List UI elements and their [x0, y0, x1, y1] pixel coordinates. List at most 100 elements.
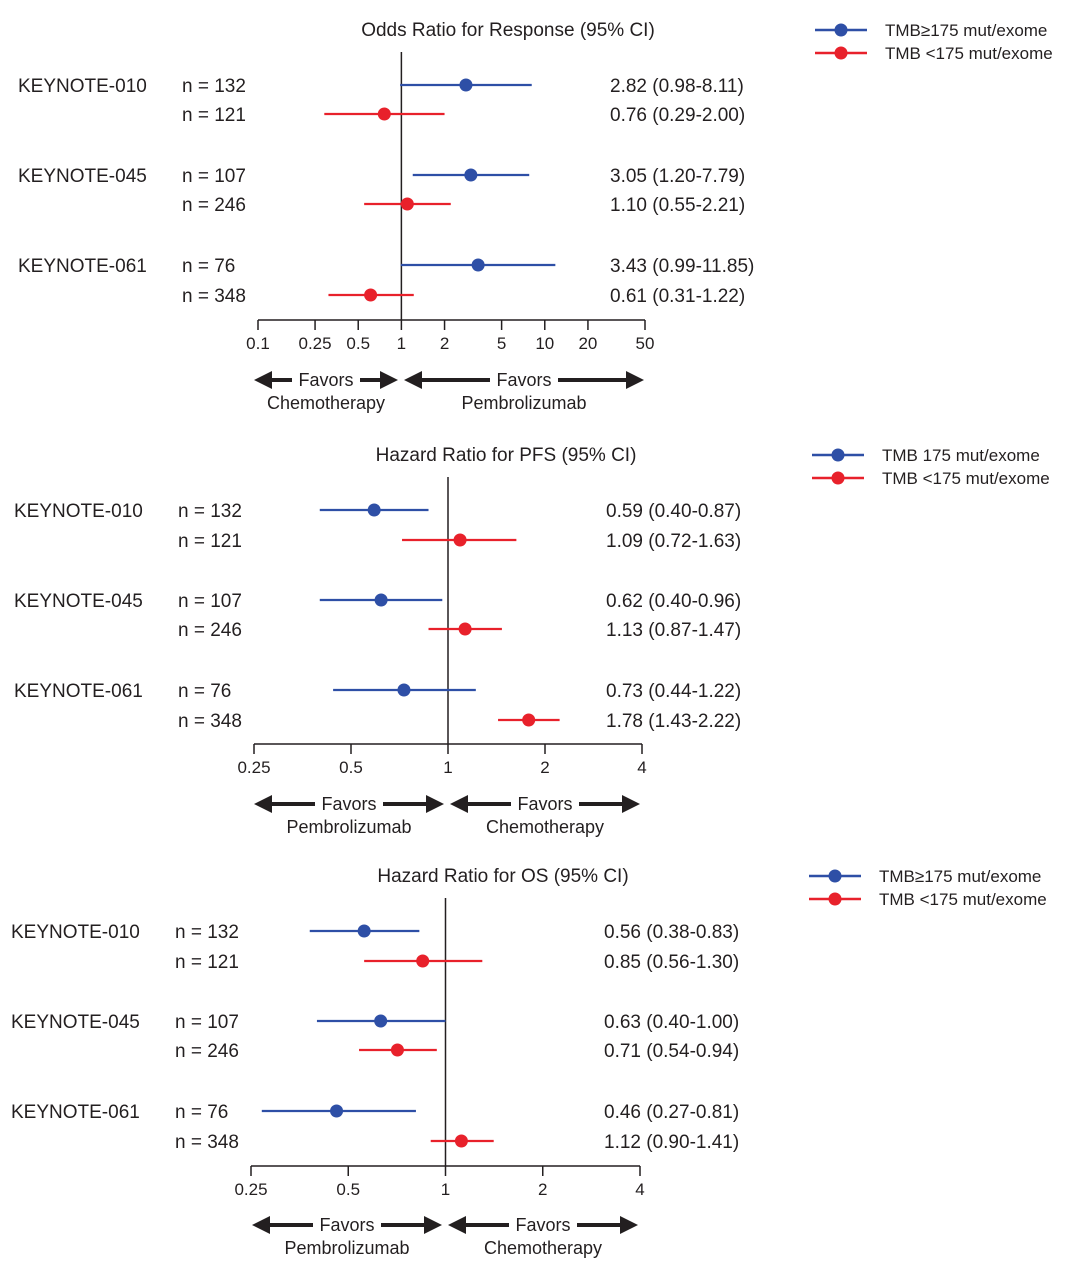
- point-estimate-high: [471, 258, 485, 272]
- legend-marker-high: [831, 448, 845, 462]
- estimate-ci-text: 3.05 (1.20-7.79): [610, 166, 745, 187]
- legend-marker-low: [828, 892, 842, 906]
- favors-left-arrow-right-head: [380, 371, 398, 389]
- estimate-ci-text: 0.62 (0.40-0.96): [606, 591, 741, 612]
- forest-panel-2: Hazard Ratio for PFS (95% CI) TMB 175 mut…: [14, 445, 1050, 837]
- estimate-ci-text: 1.78 (1.43-2.22): [606, 711, 741, 732]
- legend-label-low: TMB <175 mut/exome: [882, 469, 1050, 488]
- favors-right-group: Pembrolizumab: [461, 393, 586, 413]
- sample-size-label: n = 107: [178, 591, 242, 612]
- point-estimate-high: [367, 503, 381, 517]
- panel-title: Hazard Ratio for PFS (95% CI): [376, 445, 637, 466]
- study-label: KEYNOTE-045: [14, 591, 143, 612]
- x-tick-label: 0.25: [237, 758, 270, 777]
- point-estimate-high: [459, 78, 473, 92]
- x-tick-label: 0.1: [246, 334, 270, 353]
- study-label: KEYNOTE-061: [14, 681, 143, 702]
- x-tick-label: 20: [578, 334, 597, 353]
- sample-size-label: n = 76: [178, 681, 231, 702]
- legend-marker-low: [831, 471, 845, 485]
- point-estimate-low: [453, 533, 467, 547]
- favors-left-arrow-left-head: [252, 1216, 270, 1234]
- study-label: KEYNOTE-010: [11, 922, 140, 943]
- forest-panel-1: Odds Ratio for Response (95% CI) TMB≥175 …: [18, 20, 1053, 413]
- favors-left-arrow-right-head: [426, 795, 444, 813]
- point-estimate-low: [400, 197, 414, 211]
- estimate-ci-text: 3.43 (0.99-11.85): [610, 256, 754, 277]
- x-tick-label: 0.5: [339, 758, 363, 777]
- point-estimate-high: [374, 593, 388, 607]
- favors-left-word: Favors: [319, 1215, 374, 1235]
- point-estimate-low: [458, 622, 472, 636]
- favors-right-group: Chemotherapy: [486, 817, 604, 837]
- estimate-ci-text: 0.56 (0.38-0.83): [604, 922, 739, 943]
- legend-marker-high: [834, 23, 848, 37]
- point-estimate-low: [416, 954, 430, 968]
- sample-size-label: n = 348: [175, 1132, 239, 1153]
- point-estimate-low: [390, 1043, 404, 1057]
- x-tick-label: 1: [443, 758, 452, 777]
- estimate-ci-text: 1.10 (0.55-2.21): [610, 195, 745, 216]
- estimate-ci-text: 1.09 (0.72-1.63): [606, 531, 741, 552]
- estimate-ci-text: 1.13 (0.87-1.47): [606, 620, 741, 641]
- estimate-ci-text: 0.73 (0.44-1.22): [606, 681, 741, 702]
- legend-label-high: TMB≥175 mut/exome: [885, 21, 1047, 40]
- point-estimate-low: [364, 288, 378, 302]
- point-estimate-low: [454, 1134, 468, 1148]
- favors-right-word: Favors: [496, 370, 551, 390]
- estimate-ci-text: 0.63 (0.40-1.00): [604, 1012, 739, 1033]
- forest-panel-3: Hazard Ratio for OS (95% CI) TMB≥175 mut/…: [11, 866, 1047, 1258]
- point-estimate-high: [357, 924, 371, 938]
- favors-left-word: Favors: [298, 370, 353, 390]
- x-tick-label: 1: [397, 334, 406, 353]
- x-tick-label: 50: [636, 334, 655, 353]
- legend-label-high: TMB 175 mut/exome: [882, 446, 1040, 465]
- legend-label-low: TMB <175 mut/exome: [879, 890, 1047, 909]
- point-estimate-low: [522, 713, 536, 727]
- favors-right-arrow-left-head: [448, 1216, 466, 1234]
- study-label: KEYNOTE-045: [18, 166, 147, 187]
- sample-size-label: n = 246: [182, 195, 246, 216]
- sample-size-label: n = 246: [175, 1041, 239, 1062]
- favors-left-arrow-right-head: [424, 1216, 442, 1234]
- study-label: KEYNOTE-061: [11, 1102, 140, 1123]
- sample-size-label: n = 132: [175, 922, 239, 943]
- estimate-ci-text: 0.46 (0.27-0.81): [604, 1102, 739, 1123]
- sample-size-label: n = 132: [182, 76, 246, 97]
- x-tick-label: 2: [538, 1180, 547, 1199]
- study-label: KEYNOTE-010: [18, 76, 147, 97]
- sample-size-label: n = 246: [178, 620, 242, 641]
- sample-size-label: n = 121: [175, 952, 239, 973]
- estimate-ci-text: 1.12 (0.90-1.41): [604, 1132, 739, 1153]
- legend-label-low: TMB <175 mut/exome: [885, 44, 1053, 63]
- sample-size-label: n = 348: [178, 711, 242, 732]
- sample-size-label: n = 76: [182, 256, 235, 277]
- panel-title: Hazard Ratio for OS (95% CI): [377, 866, 628, 887]
- sample-size-label: n = 76: [175, 1102, 228, 1123]
- point-estimate-high: [330, 1104, 344, 1118]
- favors-left-group: Pembrolizumab: [284, 1238, 409, 1258]
- estimate-ci-text: 0.71 (0.54-0.94): [604, 1041, 739, 1062]
- favors-left-arrow-left-head: [254, 795, 272, 813]
- panel-title: Odds Ratio for Response (95% CI): [361, 20, 655, 41]
- sample-size-label: n = 107: [182, 166, 246, 187]
- x-tick-label: 10: [535, 334, 554, 353]
- x-tick-label: 0.5: [336, 1180, 360, 1199]
- x-tick-label: 1: [441, 1180, 450, 1199]
- study-label: KEYNOTE-010: [14, 501, 143, 522]
- favors-right-arrow-right-head: [622, 795, 640, 813]
- x-tick-label: 4: [637, 758, 646, 777]
- sample-size-label: n = 348: [182, 286, 246, 307]
- favors-right-arrow-left-head: [404, 371, 422, 389]
- favors-right-word: Favors: [515, 1215, 570, 1235]
- sample-size-label: n = 121: [182, 105, 246, 126]
- x-tick-label: 5: [497, 334, 506, 353]
- estimate-ci-text: 0.76 (0.29-2.00): [610, 105, 745, 126]
- favors-left-word: Favors: [321, 794, 376, 814]
- x-tick-label: 2: [440, 334, 449, 353]
- sample-size-label: n = 132: [178, 501, 242, 522]
- x-tick-label: 0.25: [299, 334, 332, 353]
- point-estimate-high: [397, 683, 411, 697]
- favors-right-arrow-left-head: [450, 795, 468, 813]
